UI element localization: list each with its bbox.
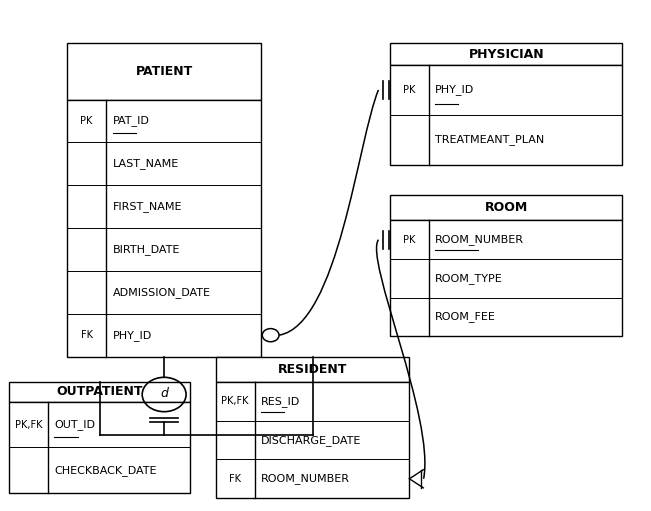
- Text: PHY_ID: PHY_ID: [113, 330, 152, 341]
- Text: PATIENT: PATIENT: [135, 65, 193, 78]
- Bar: [390, 43, 622, 65]
- Text: PAT_ID: PAT_ID: [113, 115, 149, 127]
- Bar: [390, 195, 622, 220]
- Text: ROOM_NUMBER: ROOM_NUMBER: [436, 234, 524, 245]
- Text: TREATMEANT_PLAN: TREATMEANT_PLAN: [436, 134, 544, 145]
- Bar: [67, 43, 261, 100]
- Text: ROOM_NUMBER: ROOM_NUMBER: [261, 473, 350, 484]
- Text: FIRST_NAME: FIRST_NAME: [113, 201, 182, 212]
- Text: FK: FK: [229, 474, 241, 484]
- Text: PK: PK: [403, 235, 415, 245]
- Text: PK,FK: PK,FK: [15, 420, 42, 430]
- Text: ROOM_TYPE: ROOM_TYPE: [436, 273, 503, 284]
- Text: RESIDENT: RESIDENT: [278, 363, 347, 376]
- Text: BIRTH_DATE: BIRTH_DATE: [113, 244, 180, 255]
- Text: PHYSICIAN: PHYSICIAN: [469, 48, 544, 61]
- Text: FK: FK: [81, 330, 92, 340]
- Text: OUT_ID: OUT_ID: [55, 419, 96, 430]
- Text: PK: PK: [403, 85, 415, 95]
- Text: d: d: [160, 387, 168, 400]
- Text: ROOM_FEE: ROOM_FEE: [436, 312, 496, 322]
- Bar: [215, 357, 409, 382]
- Bar: [390, 65, 622, 165]
- Bar: [9, 382, 190, 402]
- Text: DISCHARGE_DATE: DISCHARGE_DATE: [261, 435, 361, 446]
- Text: RES_ID: RES_ID: [261, 396, 300, 407]
- Bar: [9, 402, 190, 493]
- Text: PK: PK: [81, 116, 93, 126]
- Text: PK,FK: PK,FK: [221, 397, 249, 406]
- Bar: [215, 382, 409, 498]
- Bar: [390, 220, 622, 336]
- Bar: [67, 100, 261, 357]
- Text: PHY_ID: PHY_ID: [436, 84, 475, 96]
- Text: CHECKBACK_DATE: CHECKBACK_DATE: [55, 465, 157, 476]
- Text: OUTPATIENT: OUTPATIENT: [57, 385, 143, 399]
- Text: LAST_NAME: LAST_NAME: [113, 158, 179, 169]
- Text: ROOM: ROOM: [484, 201, 528, 214]
- Text: ADMISSION_DATE: ADMISSION_DATE: [113, 287, 210, 298]
